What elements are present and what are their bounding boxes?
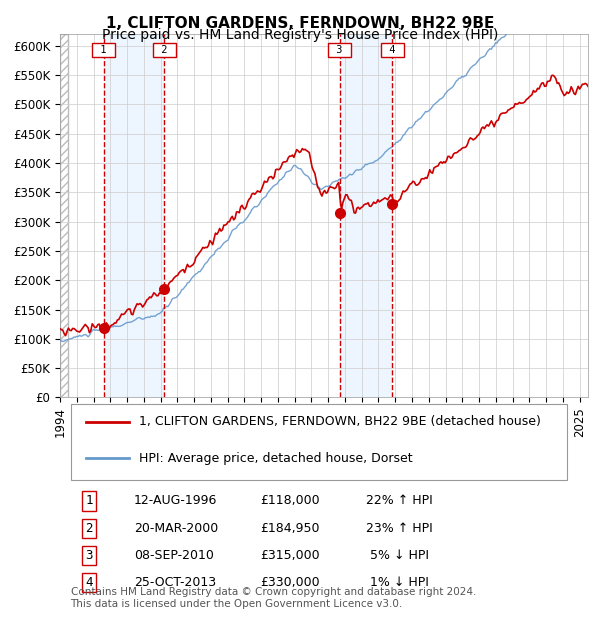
Text: 1: 1 bbox=[85, 494, 93, 507]
Text: 25-OCT-2013: 25-OCT-2013 bbox=[134, 576, 216, 589]
Text: 4: 4 bbox=[383, 45, 401, 55]
Text: 1, CLIFTON GARDENS, FERNDOWN, BH22 9BE: 1, CLIFTON GARDENS, FERNDOWN, BH22 9BE bbox=[106, 16, 494, 30]
Bar bbox=[60, 34, 68, 397]
Text: 4: 4 bbox=[85, 576, 93, 589]
Text: Price paid vs. HM Land Registry's House Price Index (HPI): Price paid vs. HM Land Registry's House … bbox=[102, 28, 498, 42]
FancyBboxPatch shape bbox=[71, 404, 567, 480]
Text: 20-MAR-2000: 20-MAR-2000 bbox=[134, 521, 218, 534]
Text: 22% ↑ HPI: 22% ↑ HPI bbox=[366, 494, 433, 507]
Text: 23% ↑ HPI: 23% ↑ HPI bbox=[366, 521, 433, 534]
Text: £330,000: £330,000 bbox=[260, 576, 320, 589]
Text: Contains HM Land Registry data © Crown copyright and database right 2024.
This d: Contains HM Land Registry data © Crown c… bbox=[71, 587, 476, 609]
Text: 2: 2 bbox=[155, 45, 173, 55]
Text: 2: 2 bbox=[85, 521, 93, 534]
Text: 12-AUG-1996: 12-AUG-1996 bbox=[134, 494, 217, 507]
Text: £184,950: £184,950 bbox=[260, 521, 320, 534]
Text: £118,000: £118,000 bbox=[260, 494, 320, 507]
Text: 1, CLIFTON GARDENS, FERNDOWN, BH22 9BE (detached house): 1, CLIFTON GARDENS, FERNDOWN, BH22 9BE (… bbox=[139, 415, 541, 428]
Text: 3: 3 bbox=[85, 549, 93, 562]
Bar bbox=[104, 34, 164, 397]
Text: 5% ↓ HPI: 5% ↓ HPI bbox=[366, 549, 429, 562]
Bar bbox=[340, 34, 392, 397]
Text: 1% ↓ HPI: 1% ↓ HPI bbox=[366, 576, 429, 589]
Text: 08-SEP-2010: 08-SEP-2010 bbox=[134, 549, 214, 562]
Text: £315,000: £315,000 bbox=[260, 549, 320, 562]
Text: 3: 3 bbox=[331, 45, 349, 55]
Text: 1: 1 bbox=[94, 45, 113, 55]
Text: HPI: Average price, detached house, Dorset: HPI: Average price, detached house, Dors… bbox=[139, 451, 413, 464]
